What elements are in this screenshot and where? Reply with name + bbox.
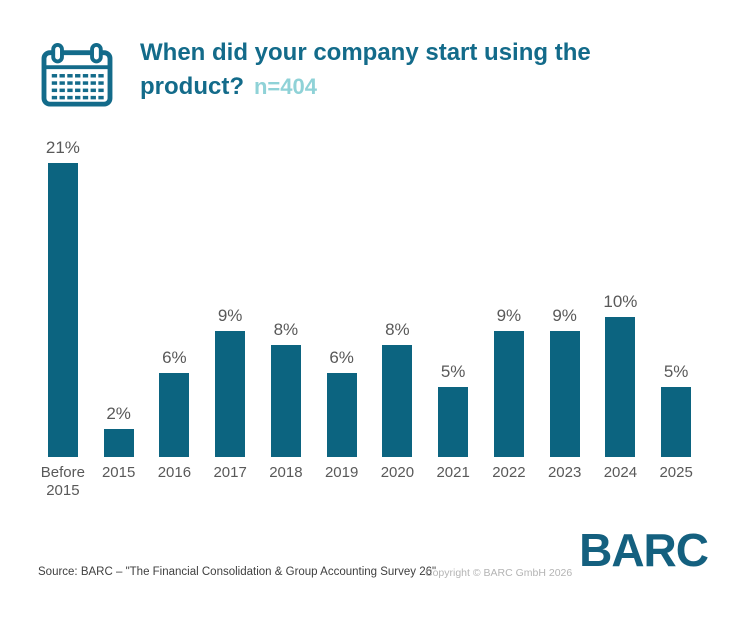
bar [103, 429, 134, 457]
bar [215, 331, 246, 457]
x-tick-label: 2017 [213, 464, 247, 481]
bar [661, 387, 692, 457]
value-label: 8% [273, 320, 299, 339]
source-text: Source: BARC – "The Financial Consolidat… [38, 566, 437, 578]
x-tick-label: 2015 [101, 464, 136, 481]
chart-title-text: When did your company start using the pr… [140, 39, 591, 100]
bar-group-2015: 2% 2015 [91, 135, 147, 500]
bar-group-2016: 6% 2016 [147, 135, 203, 500]
chart-title: When did your company start using the pr… [140, 36, 660, 104]
value-label: 6% [162, 348, 187, 367]
x-tick-label: 2019 [324, 464, 359, 481]
x-tick-label: 2016 [157, 464, 192, 481]
value-label: 2% [106, 404, 131, 423]
bar-group-2020: 8% 2020 [370, 135, 426, 500]
bar [438, 387, 469, 457]
bar [326, 373, 357, 457]
bar [549, 331, 580, 457]
value-label: 10% [603, 292, 638, 311]
bar-group-2021: 5% 2021 [425, 135, 481, 500]
x-tick-label: 2023 [547, 464, 582, 481]
bar [270, 345, 301, 457]
bar-group-2019: 6% 2019 [314, 135, 370, 500]
bar [47, 163, 78, 457]
bar [493, 331, 524, 457]
value-label: 6% [329, 348, 354, 367]
value-label: 21% [45, 138, 80, 157]
barc-logo: BARC [579, 524, 709, 576]
x-tick-label: 2025 [659, 464, 693, 481]
x-tick-label: 2024 [603, 464, 638, 481]
x-tick-label: 2022 [492, 464, 526, 481]
calendar-dots [51, 74, 104, 100]
value-label: 9% [217, 306, 243, 325]
bar-group-2025: 5% 2025 [648, 135, 704, 500]
bar [159, 373, 190, 457]
value-label: 9% [496, 306, 522, 325]
calendar-icon [41, 42, 113, 107]
copyright-text: Copyright © BARC GmbH 2026 [425, 567, 573, 579]
bar [382, 345, 413, 457]
x-tick-label: 2018 [269, 464, 303, 481]
bar-group-before-2015: 21% Before 2015 [35, 135, 91, 500]
bar-group-2022: 9% 2022 [481, 135, 537, 500]
bar-chart: 21% Before 2015 2% 2015 6% 2016 9% 2017 8% 2018 6%… [35, 135, 704, 500]
x-tick-label: 2021 [436, 464, 470, 481]
sample-size-label: n=404 [253, 74, 317, 99]
bar [605, 317, 636, 457]
x-tick-label: Before 2015 [40, 464, 85, 499]
value-label: 8% [385, 320, 410, 339]
x-tick-label: 2020 [380, 464, 415, 481]
value-label: 5% [663, 362, 689, 381]
value-label: 9% [552, 306, 577, 325]
bar-group-2018: 8% 2018 [258, 135, 314, 500]
bar-group-2017: 9% 2017 [202, 135, 258, 500]
value-label: 5% [440, 362, 466, 381]
bar-group-2024: 10% 2024 [593, 135, 649, 500]
bar-group-2023: 9% 2023 [537, 135, 593, 500]
